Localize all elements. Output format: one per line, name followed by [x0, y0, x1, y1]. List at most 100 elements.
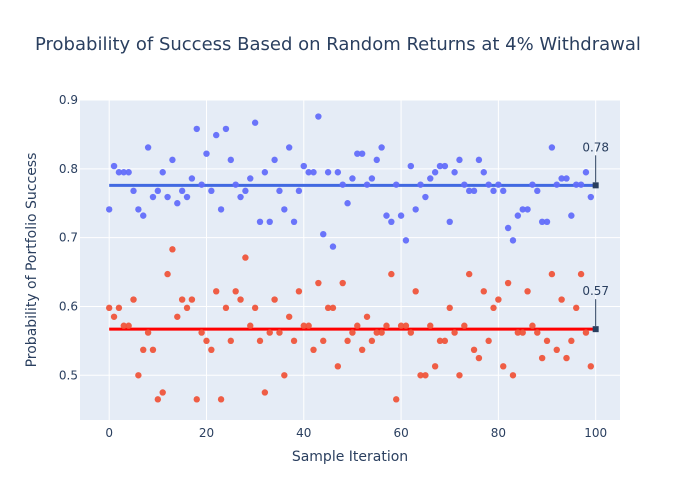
data-point[interactable] — [344, 200, 351, 207]
data-point[interactable] — [465, 187, 473, 195]
data-point[interactable] — [339, 279, 346, 287]
data-point[interactable] — [237, 296, 244, 303]
data-point[interactable] — [529, 322, 536, 329]
data-point[interactable] — [456, 372, 463, 379]
data-point[interactable] — [154, 396, 162, 403]
data-point[interactable] — [120, 322, 127, 329]
data-point[interactable] — [456, 156, 463, 164]
data-point[interactable] — [295, 187, 303, 195]
data-point[interactable] — [543, 218, 551, 226]
data-point[interactable] — [198, 329, 205, 336]
data-point[interactable] — [266, 218, 273, 226]
data-point[interactable] — [495, 296, 502, 303]
data-point[interactable] — [354, 150, 361, 157]
data-point[interactable] — [130, 187, 137, 195]
data-point[interactable] — [500, 187, 507, 195]
data-point[interactable] — [232, 288, 239, 295]
data-point[interactable] — [393, 396, 400, 403]
data-point[interactable] — [222, 304, 230, 312]
data-point[interactable] — [519, 329, 526, 336]
data-point[interactable] — [461, 181, 468, 188]
data-point[interactable] — [573, 304, 580, 312]
data-point[interactable] — [285, 313, 293, 320]
data-point[interactable] — [193, 396, 200, 403]
data-point[interactable] — [315, 279, 322, 287]
data-point[interactable] — [587, 193, 595, 201]
data-point[interactable] — [237, 193, 244, 201]
data-point[interactable] — [490, 304, 497, 312]
data-point[interactable] — [358, 150, 366, 157]
data-point[interactable] — [524, 288, 531, 295]
data-point[interactable] — [227, 337, 235, 345]
data-point[interactable] — [509, 372, 517, 379]
data-point[interactable] — [538, 354, 546, 362]
data-point[interactable] — [407, 162, 415, 170]
data-point[interactable] — [315, 113, 322, 120]
data-point[interactable] — [446, 304, 453, 312]
data-point[interactable] — [271, 156, 278, 164]
data-point[interactable] — [441, 162, 449, 170]
data-point[interactable] — [105, 304, 113, 312]
data-point[interactable] — [110, 162, 118, 170]
data-point[interactable] — [242, 187, 249, 195]
data-point[interactable] — [266, 329, 273, 336]
data-point[interactable] — [208, 187, 215, 195]
data-point[interactable] — [568, 212, 575, 219]
data-point[interactable] — [563, 354, 570, 362]
data-point[interactable] — [397, 212, 405, 219]
data-point[interactable] — [446, 218, 453, 226]
data-point[interactable] — [378, 144, 385, 151]
data-point[interactable] — [324, 169, 332, 176]
data-point[interactable] — [271, 296, 278, 303]
data-point[interactable] — [514, 329, 522, 336]
data-point[interactable] — [349, 329, 356, 336]
data-point[interactable] — [188, 175, 196, 182]
data-point[interactable] — [208, 346, 215, 354]
data-point[interactable] — [495, 181, 502, 188]
data-point[interactable] — [140, 212, 147, 219]
data-point[interactable] — [183, 304, 191, 312]
data-point[interactable] — [188, 296, 196, 303]
data-point[interactable] — [538, 218, 546, 226]
data-point[interactable] — [105, 206, 113, 213]
data-point[interactable] — [276, 187, 283, 195]
data-point[interactable] — [183, 193, 191, 201]
data-point[interactable] — [164, 193, 171, 201]
data-point[interactable] — [320, 230, 327, 238]
data-point[interactable] — [402, 237, 410, 244]
data-point[interactable] — [193, 125, 200, 133]
data-point[interactable] — [261, 389, 269, 396]
data-point[interactable] — [573, 181, 580, 188]
data-point[interactable] — [534, 187, 541, 195]
data-point[interactable] — [115, 304, 123, 312]
data-point[interactable] — [227, 156, 235, 164]
data-point[interactable] — [144, 144, 152, 151]
data-point[interactable] — [169, 246, 176, 253]
data-point[interactable] — [412, 206, 419, 213]
data-point[interactable] — [582, 169, 590, 176]
data-point[interactable] — [149, 346, 157, 354]
data-point[interactable] — [553, 181, 560, 188]
data-point[interactable] — [305, 169, 312, 176]
data-point[interactable] — [436, 337, 444, 345]
data-point[interactable] — [470, 187, 478, 195]
data-point[interactable] — [548, 144, 556, 151]
data-point[interactable] — [159, 389, 166, 396]
data-point[interactable] — [427, 322, 434, 329]
data-point[interactable] — [144, 329, 152, 336]
data-point[interactable] — [300, 322, 307, 329]
data-point[interactable] — [115, 169, 123, 176]
data-point[interactable] — [290, 218, 298, 226]
data-point[interactable] — [203, 337, 210, 345]
data-point[interactable] — [568, 337, 575, 345]
data-point[interactable] — [383, 212, 390, 219]
data-point[interactable] — [222, 125, 230, 133]
data-point[interactable] — [412, 288, 419, 295]
data-point[interactable] — [256, 337, 264, 345]
data-point[interactable] — [213, 131, 220, 139]
data-point[interactable] — [402, 322, 410, 329]
data-point[interactable] — [344, 337, 351, 345]
data-point[interactable] — [363, 313, 371, 320]
data-point[interactable] — [417, 181, 424, 188]
data-point[interactable] — [470, 346, 478, 354]
